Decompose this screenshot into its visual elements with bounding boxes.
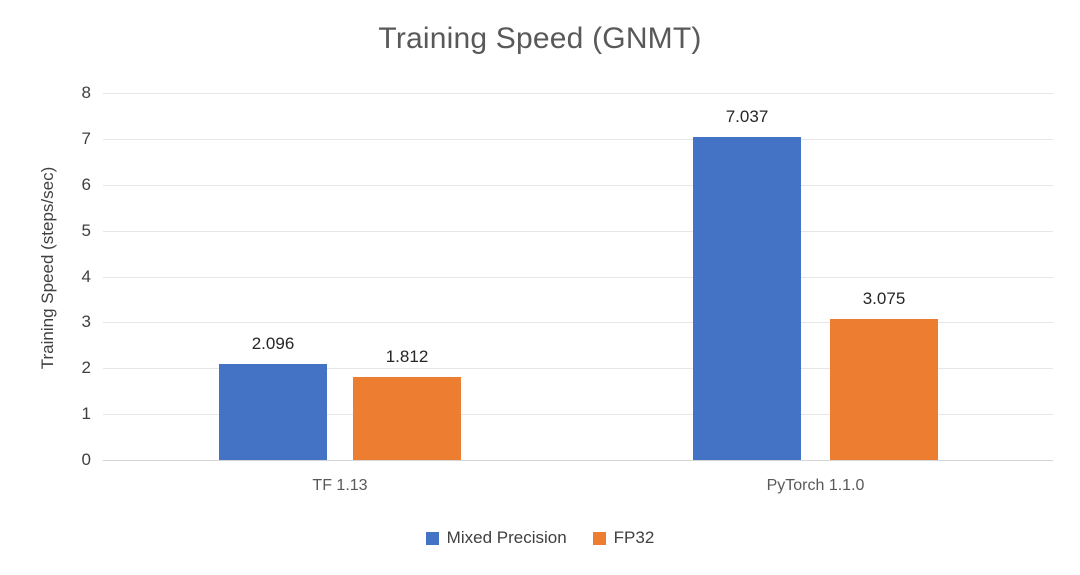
legend-label: Mixed Precision xyxy=(446,528,567,547)
y-axis-tick-label: 3 xyxy=(81,312,91,332)
y-axis-tick-label: 5 xyxy=(81,220,91,240)
legend-swatch-icon xyxy=(592,531,606,545)
bar[interactable] xyxy=(693,137,801,460)
bar[interactable] xyxy=(219,363,327,460)
legend-item[interactable]: FP32 xyxy=(592,528,655,548)
y-axis-tick-label: 1 xyxy=(81,404,91,424)
y-axis-tick-label: 6 xyxy=(81,174,91,194)
legend-label: FP32 xyxy=(613,528,655,547)
x-axis-category-label: PyTorch 1.1.0 xyxy=(766,477,865,494)
bar-value-label: 7.037 xyxy=(725,107,769,127)
y-axis-tick-label: 2 xyxy=(81,358,91,378)
gridline xyxy=(103,184,1053,186)
y-axis-tick-label: 0 xyxy=(81,450,91,469)
y-axis-tick-label: 7 xyxy=(81,128,91,148)
legend-swatch-icon xyxy=(425,531,439,545)
gridline xyxy=(103,230,1053,232)
gridline xyxy=(103,138,1053,140)
gridline xyxy=(103,368,1053,370)
x-axis-category-label: TF 1.13 xyxy=(312,477,368,494)
gridline xyxy=(103,414,1053,416)
bar-value-label: 3.075 xyxy=(862,288,906,308)
gridline xyxy=(103,276,1053,278)
y-axis-tick-label: 4 xyxy=(81,266,91,286)
y-axis-tick-label: 8 xyxy=(81,83,91,102)
bar-value-label: 2.096 xyxy=(251,333,295,353)
gridline xyxy=(103,460,1053,461)
plot-area: 2.096 1.812 7.037 3.075 xyxy=(103,93,1053,461)
chart-legend: Mixed Precision FP32 xyxy=(0,528,1080,548)
bar-value-label: 1.812 xyxy=(385,346,429,366)
gridline xyxy=(103,93,1053,94)
legend-item[interactable]: Mixed Precision xyxy=(425,528,567,548)
y-axis-tick-labels: 0 1 2 3 4 5 6 7 8 xyxy=(45,83,91,469)
gridline xyxy=(103,322,1053,324)
bar[interactable] xyxy=(353,376,461,460)
bar[interactable] xyxy=(830,318,938,460)
chart-title: Training Speed (GNMT) xyxy=(378,22,702,55)
